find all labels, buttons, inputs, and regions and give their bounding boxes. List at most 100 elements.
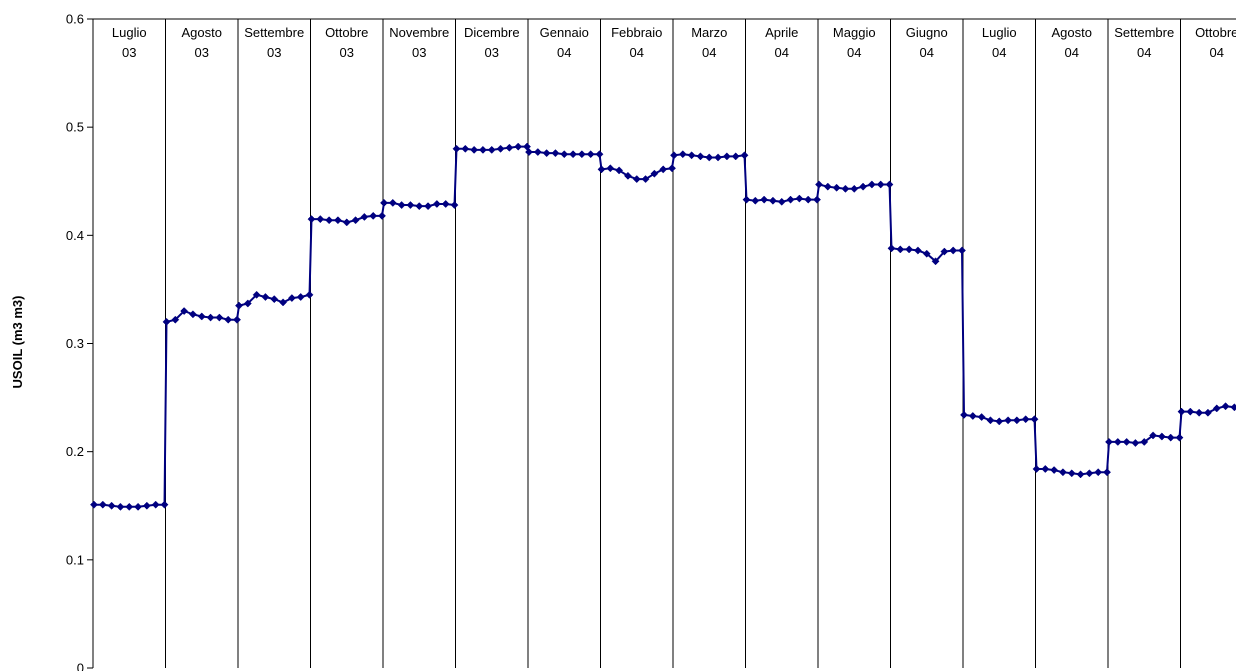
data-point: [867, 180, 876, 189]
data-point: [287, 294, 296, 303]
data-point: [632, 175, 641, 184]
month-label-name: Aprile: [765, 25, 798, 40]
data-point: [542, 149, 551, 158]
month-label-year: 04: [1137, 45, 1151, 60]
data-point: [1058, 468, 1067, 477]
data-point: [1122, 437, 1131, 446]
data-point: [931, 257, 940, 266]
month-label-year: 04: [557, 45, 571, 60]
data-point: [595, 150, 604, 159]
data-point: [432, 200, 441, 208]
data-point: [896, 245, 905, 254]
data-point: [815, 180, 823, 189]
data-point: [397, 201, 406, 210]
data-point: [606, 164, 615, 173]
month-label-name: Settembre: [1114, 25, 1174, 40]
data-point: [180, 307, 189, 316]
data-point: [1030, 415, 1039, 424]
data-point: [1004, 416, 1013, 425]
month-label-year: 03: [412, 45, 426, 60]
y-tick-label: 0.1: [66, 552, 84, 567]
data-point: [623, 171, 632, 180]
data-point: [786, 195, 795, 204]
month-label-name: Agosto: [182, 25, 222, 40]
month-label-name: Novembre: [389, 25, 449, 40]
month-label-year: 04: [702, 45, 716, 60]
data-point: [1094, 468, 1103, 477]
month-label-name: Agosto: [1052, 25, 1092, 40]
data-point: [615, 166, 624, 175]
data-point: [768, 196, 777, 205]
data-point: [560, 150, 569, 159]
data-point: [958, 246, 966, 255]
data-point: [1131, 439, 1140, 447]
data-point: [261, 293, 270, 301]
data-point: [569, 150, 578, 159]
data-point: [832, 183, 841, 192]
data-point: [551, 149, 560, 158]
data-point: [1103, 468, 1111, 477]
data-point: [505, 143, 514, 152]
data-point: [995, 417, 1004, 426]
data-point: [977, 413, 986, 422]
data-point: [1203, 408, 1212, 417]
data-point: [160, 500, 169, 509]
data-point: [1041, 465, 1050, 473]
month-label-name: Dicembre: [464, 25, 520, 40]
month-label-year: 03: [485, 45, 499, 60]
data-point: [731, 152, 740, 161]
data-point: [496, 144, 505, 153]
data-point: [514, 142, 523, 151]
data-point: [850, 184, 859, 193]
data-point: [134, 502, 143, 511]
month-label-year: 03: [195, 45, 209, 60]
data-point: [905, 245, 914, 254]
data-point: [487, 145, 496, 154]
data-point: [171, 315, 180, 324]
month-label-name: Luglio: [112, 25, 147, 40]
data-point: [813, 195, 821, 204]
data-point: [841, 184, 850, 193]
data-point: [742, 195, 751, 204]
data-point: [224, 315, 233, 324]
y-tick-label: 0.2: [66, 444, 84, 459]
month-label-year: 04: [1065, 45, 1079, 60]
data-point: [687, 151, 696, 160]
data-point: [940, 247, 949, 256]
data-point: [650, 169, 659, 178]
data-point: [450, 201, 459, 210]
month-label-year: 04: [992, 45, 1006, 60]
data-point: [986, 416, 995, 425]
month-label-year: 04: [920, 45, 934, 60]
data-point: [406, 201, 415, 210]
data-point: [1157, 432, 1166, 441]
data-point: [107, 501, 116, 510]
data-point: [577, 150, 586, 159]
month-label-name: Settembre: [244, 25, 304, 40]
data-point: [1175, 433, 1184, 442]
data-point: [1166, 433, 1175, 442]
data-point: [441, 200, 450, 208]
data-point: [478, 145, 487, 154]
data-point: [968, 412, 977, 420]
data-point: [415, 202, 424, 211]
data-point: [461, 144, 470, 153]
data-point: [1186, 407, 1195, 416]
data-point: [913, 246, 922, 255]
data-point: [388, 198, 397, 207]
data-point: [1067, 469, 1076, 478]
data-point: [142, 501, 151, 510]
month-label-year: 03: [340, 45, 354, 60]
data-point: [243, 299, 252, 308]
month-label-name: Gennaio: [540, 25, 589, 40]
data-point: [296, 293, 305, 301]
data-point: [1105, 437, 1113, 446]
data-point: [668, 164, 676, 173]
month-dividers: [165, 19, 1181, 668]
data-point: [98, 500, 107, 509]
month-label-name: Marzo: [691, 25, 727, 40]
data-point: [333, 216, 342, 225]
data-point: [1177, 407, 1186, 416]
data-point: [659, 165, 668, 174]
